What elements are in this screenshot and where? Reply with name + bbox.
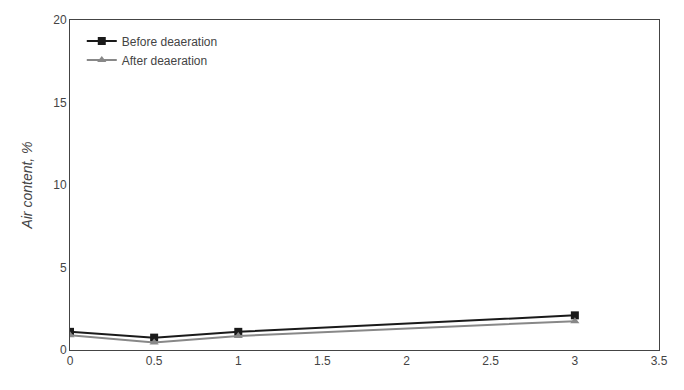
svg-text:5: 5	[60, 261, 67, 275]
svg-text:0: 0	[60, 343, 67, 357]
svg-text:1.5: 1.5	[314, 354, 331, 368]
svg-text:2.5: 2.5	[482, 354, 499, 368]
svg-text:Air content, %: Air content, %	[19, 141, 35, 229]
svg-text:0.5: 0.5	[146, 354, 163, 368]
svg-text:After deaeration: After deaeration	[122, 54, 207, 68]
svg-text:2: 2	[403, 354, 410, 368]
svg-text:0: 0	[67, 354, 74, 368]
svg-text:20: 20	[53, 13, 67, 27]
svg-text:3.5: 3.5	[651, 354, 668, 368]
svg-text:15: 15	[53, 96, 67, 110]
svg-text:1: 1	[235, 354, 242, 368]
svg-text:Before deaeration: Before deaeration	[122, 35, 217, 49]
svg-text:3: 3	[572, 354, 579, 368]
svg-text:10: 10	[53, 178, 67, 192]
